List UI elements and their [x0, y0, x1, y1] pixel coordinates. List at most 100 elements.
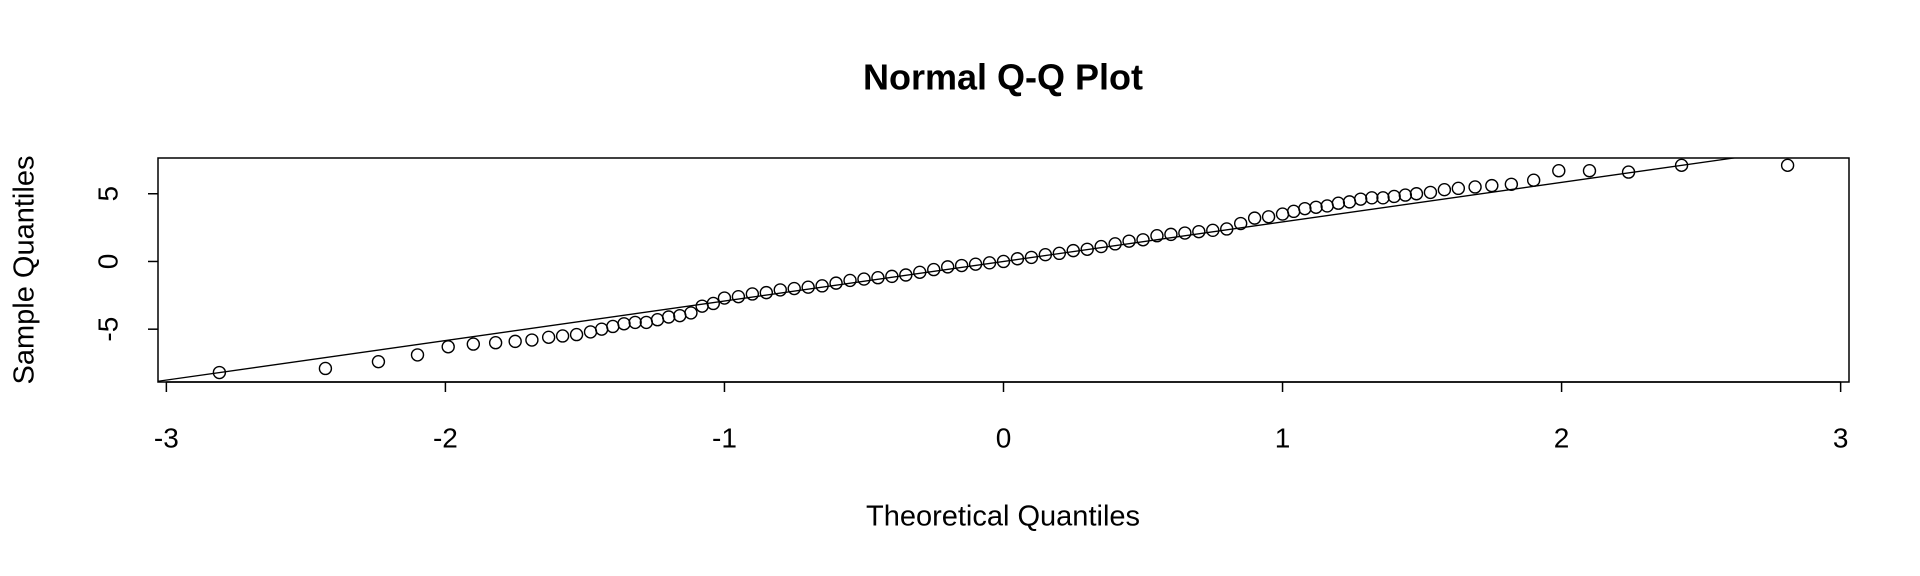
point [1206, 223, 1220, 238]
point [1136, 233, 1150, 247]
point [695, 299, 709, 313]
point [1287, 204, 1301, 219]
point [1178, 226, 1192, 240]
point [1468, 180, 1482, 194]
point [639, 315, 654, 330]
point [1674, 158, 1689, 173]
point [441, 340, 455, 354]
point [1164, 227, 1178, 242]
x-tick-label: 3 [1833, 422, 1849, 453]
point [684, 306, 698, 320]
point [1387, 189, 1401, 204]
point [1247, 211, 1262, 225]
point [525, 333, 539, 347]
point [650, 313, 665, 327]
x-tick-label: -3 [154, 422, 179, 453]
point [996, 254, 1011, 269]
x-axis-label: Theoretical Quantiles [866, 501, 1140, 533]
point [1376, 191, 1390, 205]
point [617, 317, 631, 331]
point [1094, 239, 1108, 254]
point [466, 337, 481, 351]
point [371, 354, 386, 369]
y-tick-label: 5 [92, 186, 123, 202]
point [1320, 199, 1334, 213]
point [606, 319, 620, 334]
plot-frame [157, 157, 1850, 383]
point [1192, 224, 1206, 239]
point [1261, 210, 1276, 224]
point [706, 296, 720, 311]
point [717, 291, 732, 305]
point [1582, 164, 1597, 178]
point [1780, 158, 1795, 173]
y-tick-label: 0 [92, 254, 123, 270]
y-axis-label: Sample Quantiles [9, 156, 41, 385]
point [731, 289, 746, 304]
point [1122, 234, 1136, 248]
point [885, 269, 899, 284]
point [1066, 243, 1080, 258]
point [673, 308, 687, 323]
point [940, 260, 955, 274]
plot-area [158, 158, 1739, 382]
point [1150, 229, 1164, 243]
point [1275, 207, 1290, 221]
reference-line [158, 158, 1739, 382]
point [661, 310, 676, 324]
point [913, 265, 927, 280]
point [899, 268, 913, 282]
point [488, 336, 503, 350]
point [1108, 237, 1122, 251]
point [1398, 188, 1413, 202]
point [759, 285, 774, 300]
point [1038, 247, 1053, 262]
point [410, 348, 425, 362]
point [871, 271, 885, 285]
point [1451, 181, 1466, 196]
point [815, 279, 829, 293]
point [801, 280, 815, 294]
point [212, 365, 227, 380]
point [1423, 185, 1438, 200]
point [745, 287, 760, 301]
point [1621, 165, 1636, 179]
point [1485, 178, 1499, 193]
point [583, 325, 598, 339]
point [569, 327, 584, 342]
point [318, 361, 333, 376]
point [1353, 192, 1368, 206]
point [1409, 187, 1424, 201]
point [1552, 164, 1566, 178]
x-tick-label: 2 [1554, 422, 1570, 453]
x-tick-label: 0 [996, 422, 1012, 453]
point [1298, 201, 1312, 216]
point [1437, 182, 1452, 197]
point [1342, 195, 1357, 209]
point [968, 257, 983, 271]
point [594, 322, 609, 336]
point [927, 262, 941, 277]
point [1331, 196, 1346, 210]
point [954, 258, 969, 273]
point [555, 329, 570, 343]
point [1365, 191, 1379, 205]
point [1526, 173, 1541, 187]
point [1010, 252, 1025, 266]
point [1309, 200, 1323, 214]
point [508, 334, 522, 349]
point [787, 281, 801, 296]
y-tick-label: -5 [92, 317, 123, 342]
point [1220, 222, 1234, 236]
point [1052, 246, 1067, 261]
point [1024, 250, 1039, 265]
point [541, 330, 556, 345]
point [857, 272, 871, 286]
point [1080, 242, 1094, 256]
point [829, 276, 843, 290]
point [773, 283, 787, 297]
point [982, 256, 997, 270]
point [628, 315, 642, 330]
point [1233, 216, 1248, 231]
